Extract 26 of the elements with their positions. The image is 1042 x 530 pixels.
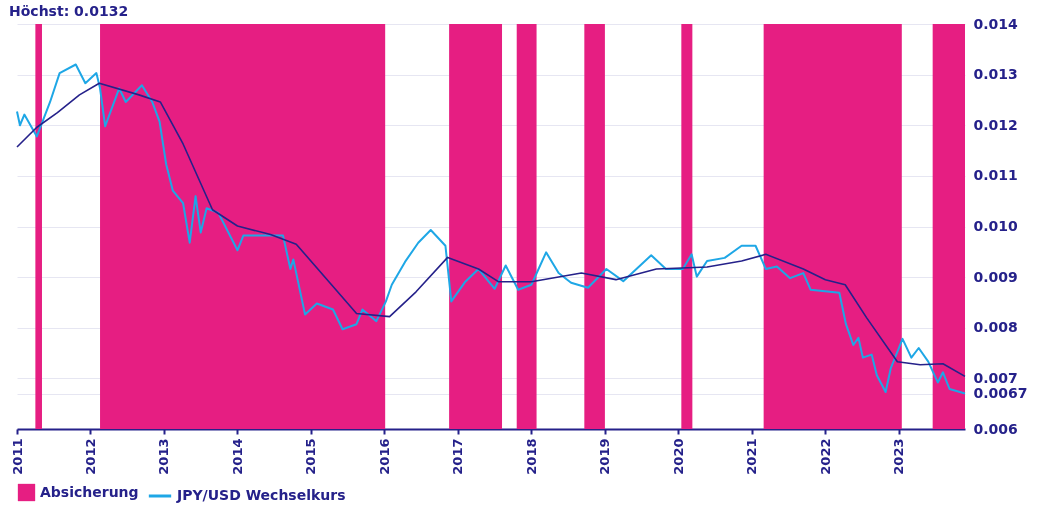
x-tick-label: 2015 (303, 438, 319, 475)
legend-label: JPY/USD Wechselkurs (176, 487, 346, 503)
y-tick-label: 0.008 (973, 319, 1018, 336)
x-tick-label: 2014 (229, 438, 245, 475)
y-tick-label: 0.012 (973, 116, 1018, 133)
x-tick-label: 2011 (9, 438, 25, 475)
x-tick-label: 2020 (670, 438, 686, 475)
x-tick-label: 2013 (156, 438, 172, 475)
y-tick-label: 0.011 (973, 167, 1018, 184)
y-tick-label: 0.010 (973, 218, 1019, 234)
legend-label: Absicherung (40, 483, 139, 500)
y-tick-label: 0.007 (973, 369, 1018, 386)
x-tick-label: 2016 (376, 438, 392, 475)
y-tick-label: 0.009 (973, 268, 1018, 285)
y-tick-label: 0.0067 (973, 385, 1028, 402)
x-tick-label: 2022 (817, 438, 833, 475)
y-tick-label: 0.006 (973, 420, 1018, 437)
x-tick-label: 2012 (82, 438, 98, 475)
y-tick-label: 0.013 (973, 66, 1018, 83)
x-tick-label: 2021 (744, 438, 760, 475)
x-tick-label: 2019 (597, 438, 613, 475)
text: Höchst: 0.0132 (9, 3, 129, 19)
y-tick-label: 0.014 (973, 15, 1019, 32)
x-tick-label: 2023 (891, 438, 907, 475)
x-tick-label: 2017 (450, 438, 466, 475)
x-tick-label: 2018 (523, 438, 539, 475)
